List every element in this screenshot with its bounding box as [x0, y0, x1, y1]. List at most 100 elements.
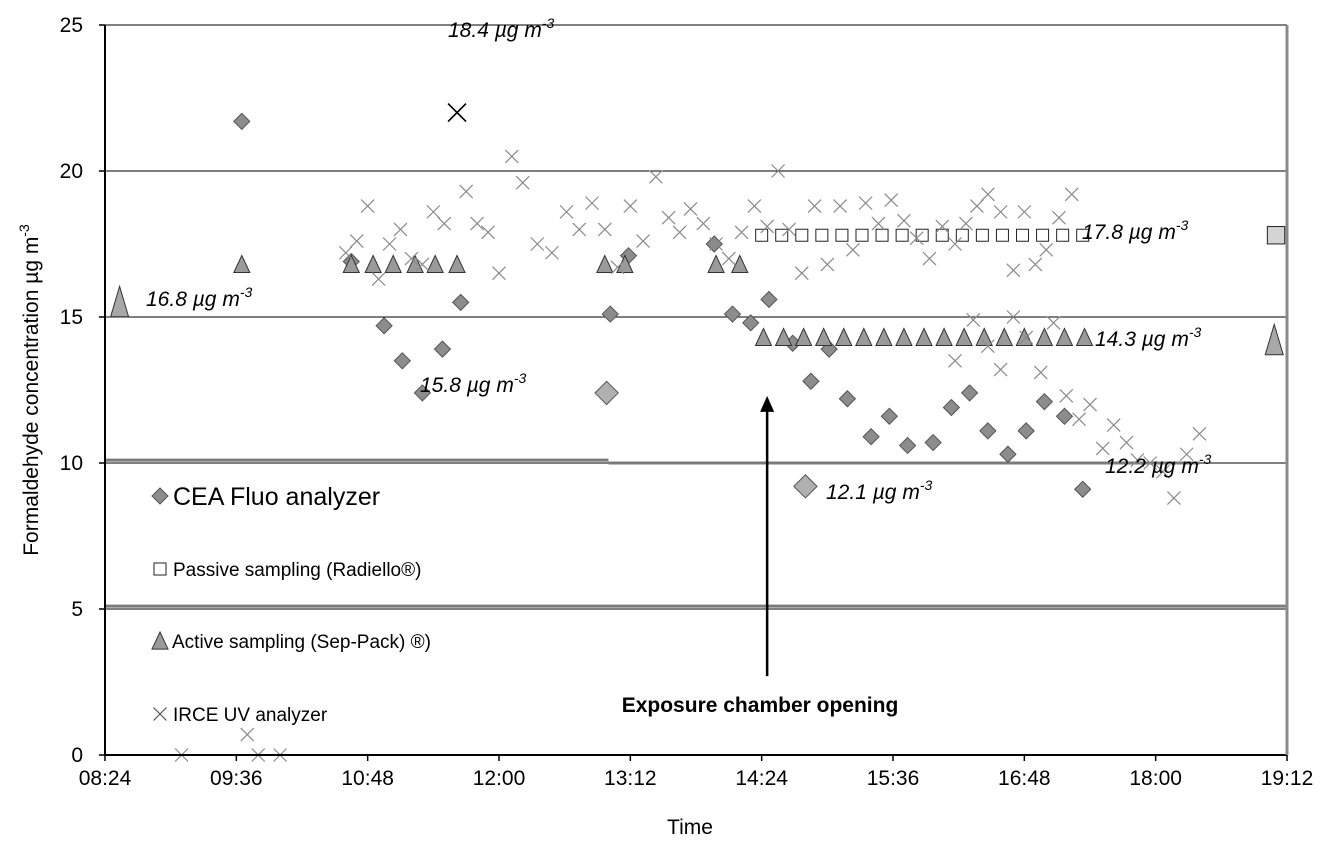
x-tick-label: 08:24: [79, 767, 132, 790]
series-2-point: [834, 327, 853, 347]
series-5-point: [793, 474, 818, 499]
series-0-point: [942, 398, 961, 417]
series-0-point: [375, 317, 393, 335]
series-3-point: [884, 193, 899, 208]
series-3-point: [349, 234, 364, 249]
series-0-point: [601, 305, 619, 323]
series-0-point: [960, 384, 979, 402]
series-0-point: [979, 422, 997, 440]
value-annotation: 14.3 µg m-3: [1095, 324, 1201, 351]
series-3-point: [1033, 365, 1048, 380]
series-3-point: [820, 257, 835, 272]
y-axis-title: Formaldehyde concentration µg m-3: [16, 224, 43, 556]
legend-label: CEA Fluo analyzer: [173, 483, 380, 511]
callout: Exposure chamber opening: [622, 395, 899, 717]
series-2-point: [1055, 327, 1074, 347]
series-3-point: [1072, 412, 1086, 427]
series-0-point: [433, 340, 452, 358]
series-1-point: [995, 228, 1009, 242]
series-1-point: [1036, 228, 1050, 242]
series-3-point: [544, 245, 559, 260]
x-axis-title: Time: [667, 816, 713, 839]
series-3-point: [935, 219, 950, 234]
series-3-point: [623, 199, 638, 213]
series-3-point: [709, 237, 723, 251]
x-tick-label: 09:36: [210, 767, 263, 790]
series-3-point: [959, 216, 973, 231]
series-3-point: [760, 219, 775, 234]
series-0-point: [1073, 480, 1092, 498]
series-2-point: [855, 327, 873, 347]
series-0-point: [1055, 407, 1074, 425]
series-3-point: [515, 175, 530, 190]
y-tick-label: 0: [71, 744, 83, 767]
series-3-point: [437, 216, 452, 231]
series-2-point: [596, 254, 614, 274]
series-3-point: [771, 164, 786, 178]
series-3-point: [1017, 204, 1032, 219]
series-0-point: [413, 384, 432, 402]
series-1-point: [775, 228, 789, 242]
series-3-point: [948, 353, 962, 368]
series-2-point: [364, 254, 382, 274]
series-2-point: [995, 327, 1014, 347]
x-tick-label: 12:00: [473, 767, 526, 790]
series-3-point: [1130, 453, 1145, 468]
series-0-point: [760, 290, 778, 309]
series-2-point: [448, 254, 466, 274]
series-1-point: [875, 228, 889, 242]
series-0-point: [1017, 422, 1035, 440]
series-2-point: [915, 327, 933, 347]
series-3-point: [993, 204, 1008, 219]
series-3-point: [393, 222, 408, 237]
legend-symbol: [153, 707, 167, 721]
y-tick-label: 15: [60, 306, 83, 329]
series-3-point: [1039, 242, 1054, 257]
series-3-point: [969, 199, 984, 213]
axes: 0 5 10 15 20 25 08:24 09:36 10:48 12:00 13:12 14:24…: [60, 14, 1314, 790]
legend: CEA Fluo analyzer Passive sampling (Radie…: [151, 483, 431, 726]
series-1-point: [795, 228, 809, 242]
series-0-point: [393, 352, 412, 370]
series-3-point: [415, 257, 430, 272]
series-3-point: [980, 187, 995, 202]
series-7-point: [1264, 322, 1284, 356]
legend-symbol: [151, 487, 169, 505]
series-1-point: [935, 228, 949, 242]
series-3-point: [966, 312, 981, 327]
series-3-point: [426, 204, 441, 219]
legend-item: IRCE UV analyzer: [153, 705, 328, 726]
series-3-point: [948, 237, 962, 251]
series-2-point: [730, 254, 749, 274]
series-3-point: [1156, 464, 1170, 479]
series-3-point: [504, 149, 519, 164]
series-3-point: [1046, 315, 1061, 330]
callout-label: Exposure chamber opening: [622, 694, 899, 717]
series-3-point: [382, 237, 397, 251]
series-3-point: [794, 266, 809, 281]
series-3-point: [683, 202, 698, 216]
series-3-point: [747, 199, 762, 213]
x-tick-label: 19:12: [1261, 767, 1314, 790]
series-0-point: [451, 293, 470, 312]
series-3-point: [858, 196, 873, 211]
series-3-point: [481, 225, 495, 240]
value-annotation: 17.8 µg m-3: [1082, 217, 1188, 244]
series-2-point: [955, 327, 973, 347]
series-1-point: [835, 228, 849, 242]
legend-label: Passive sampling (Radiello®): [173, 560, 421, 581]
callout-arrow-head: [760, 395, 775, 412]
series-4-point: [447, 103, 467, 123]
legend-symbol: [151, 630, 169, 650]
series-0-point: [924, 433, 942, 452]
series-2-point: [1075, 327, 1094, 347]
series-2-point: [895, 327, 913, 347]
series-3-point: [782, 222, 796, 237]
series-3-point: [559, 204, 574, 219]
x-tick-label: 15:36: [867, 767, 920, 790]
series-3-point: [980, 339, 995, 354]
series-2-point: [1015, 327, 1034, 347]
series-5-point: [594, 380, 619, 406]
series-3-point: [404, 251, 419, 266]
